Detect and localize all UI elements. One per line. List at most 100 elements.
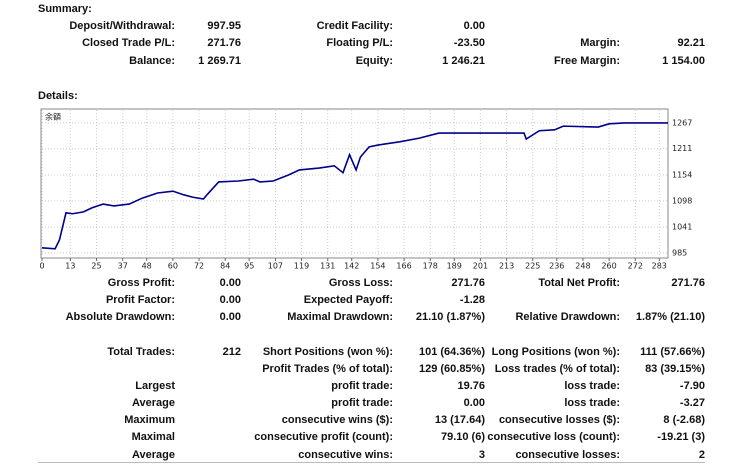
field-label: consecutive losses ($):	[498, 414, 620, 426]
field-label: Maximum	[124, 414, 175, 426]
field-value: 79.10 (6)	[440, 431, 485, 443]
field-label: loss trade:	[564, 380, 620, 392]
y-tick-label: 1267	[672, 118, 692, 127]
x-tick-label: 37	[118, 262, 128, 271]
field-label: Relative Drawdown:	[515, 311, 620, 323]
x-tick-label: 25	[91, 262, 101, 271]
y-tick-label: 985	[672, 248, 687, 257]
x-tick-label: 260	[601, 262, 616, 271]
x-tick-label: 72	[194, 262, 204, 271]
field-label: Total Trades:	[107, 346, 175, 358]
field-value: 271.76	[207, 37, 241, 49]
y-tick-label: 1098	[672, 196, 692, 205]
field-value: 1 246.21	[442, 55, 485, 67]
x-tick-label: 236	[549, 262, 564, 271]
field-value: 1 269.71	[198, 55, 241, 67]
field-label: profit trade:	[331, 380, 393, 392]
plot-frame	[40, 108, 669, 259]
field-value: 8 (-2.68)	[663, 414, 705, 426]
x-tick-label: 84	[220, 262, 230, 271]
field-value: 21.10 (1.87%)	[415, 311, 485, 323]
field-value: 1.87% (21.10)	[635, 311, 705, 323]
field-label: Credit Facility:	[316, 20, 393, 32]
field-value: 19.76	[457, 380, 485, 392]
x-tick-label: 60	[168, 262, 178, 271]
field-label: Margin:	[580, 37, 620, 49]
field-value: 1 154.00	[662, 55, 705, 67]
field-value: 0.00	[463, 397, 485, 409]
field-label: Absolute Drawdown:	[65, 311, 175, 323]
field-value: -3.27	[679, 397, 705, 409]
balance-line	[41, 122, 668, 250]
field-value: 101 (64.36%)	[418, 346, 485, 358]
field-label: Average	[131, 449, 175, 461]
field-label: Equity:	[355, 55, 393, 67]
field-label: Balance:	[129, 55, 175, 67]
field-value: 271.76	[451, 277, 485, 289]
details-title: Details:	[38, 90, 78, 102]
field-label: consecutive wins:	[298, 449, 393, 461]
x-tick-label: 119	[294, 262, 309, 271]
separator	[38, 462, 705, 463]
field-label: Long Positions (won %):	[491, 346, 620, 358]
field-value: 111 (57.66%)	[640, 346, 705, 358]
summary-title: Summary:	[38, 3, 92, 15]
field-value: 0.00	[463, 20, 485, 32]
field-value: 0.00	[219, 294, 241, 306]
field-value: -1.28	[459, 294, 485, 306]
field-value: -23.50	[453, 37, 485, 49]
field-value: -7.90	[679, 380, 705, 392]
field-value: 271.76	[671, 277, 705, 289]
field-value: 83 (39.15%)	[645, 363, 705, 375]
x-tick-label: 213	[499, 262, 514, 271]
field-value: 129 (60.85%)	[418, 363, 485, 375]
x-tick-label: 48	[142, 262, 152, 271]
y-tick-label: 1154	[672, 171, 692, 180]
field-label: Free Margin:	[553, 55, 620, 67]
x-tick-label: 283	[652, 262, 667, 271]
x-tick-label: 154	[370, 262, 385, 271]
x-tick-label: 166	[396, 262, 411, 271]
field-label: Gross Profit:	[107, 277, 175, 289]
field-label: Total Net Profit:	[538, 277, 620, 289]
field-label: consecutive loss (count):	[487, 431, 620, 443]
y-tick-label: 1041	[672, 223, 692, 232]
field-label: Largest	[135, 380, 175, 392]
x-tick-label: 225	[525, 262, 540, 271]
field-label: Gross Loss:	[328, 277, 393, 289]
field-value: 13 (17.64)	[434, 414, 485, 426]
x-tick-label: 13	[65, 262, 75, 271]
field-label: Expected Payoff:	[303, 294, 393, 306]
field-label: Deposit/Withdrawal:	[69, 20, 175, 32]
field-label: Short Positions (won %):	[262, 346, 393, 358]
field-label: consecutive losses:	[515, 449, 620, 461]
x-tick-label: 107	[268, 262, 283, 271]
field-label: Maximal	[131, 431, 175, 443]
field-label: consecutive profit (count):	[254, 431, 393, 443]
field-value: 92.21	[677, 37, 705, 49]
x-tick-label: 0	[39, 262, 44, 271]
x-tick-label: 189	[447, 262, 462, 271]
field-label: Profit Trades (% of total):	[262, 363, 393, 375]
y-tick-label: 1211	[672, 144, 692, 153]
x-tick-label: 272	[628, 262, 643, 271]
field-value: 2	[698, 449, 705, 461]
x-tick-label: 248	[575, 262, 590, 271]
chart-label: 余額	[45, 112, 61, 122]
field-value: 0.00	[219, 311, 241, 323]
field-value: 997.95	[207, 20, 241, 32]
field-label: Profit Factor:	[105, 294, 175, 306]
field-value: 212	[222, 346, 241, 358]
x-tick-label: 95	[244, 262, 254, 271]
field-label: Maximal Drawdown:	[287, 311, 393, 323]
field-label: consecutive wins ($):	[281, 414, 393, 426]
x-tick-label: 201	[473, 262, 488, 271]
balance-chart: 余額 0 13 25 37 48 60 72 84 95 107 119 131 142 154 166 17…	[39, 108, 692, 271]
x-tick-label: 178	[423, 262, 438, 271]
field-label: loss trade:	[564, 397, 620, 409]
field-label: Floating P/L:	[326, 37, 393, 49]
x-tick-label: 142	[344, 262, 359, 271]
field-label: Loss trades (% of total):	[494, 363, 620, 375]
field-label: profit trade:	[331, 397, 393, 409]
